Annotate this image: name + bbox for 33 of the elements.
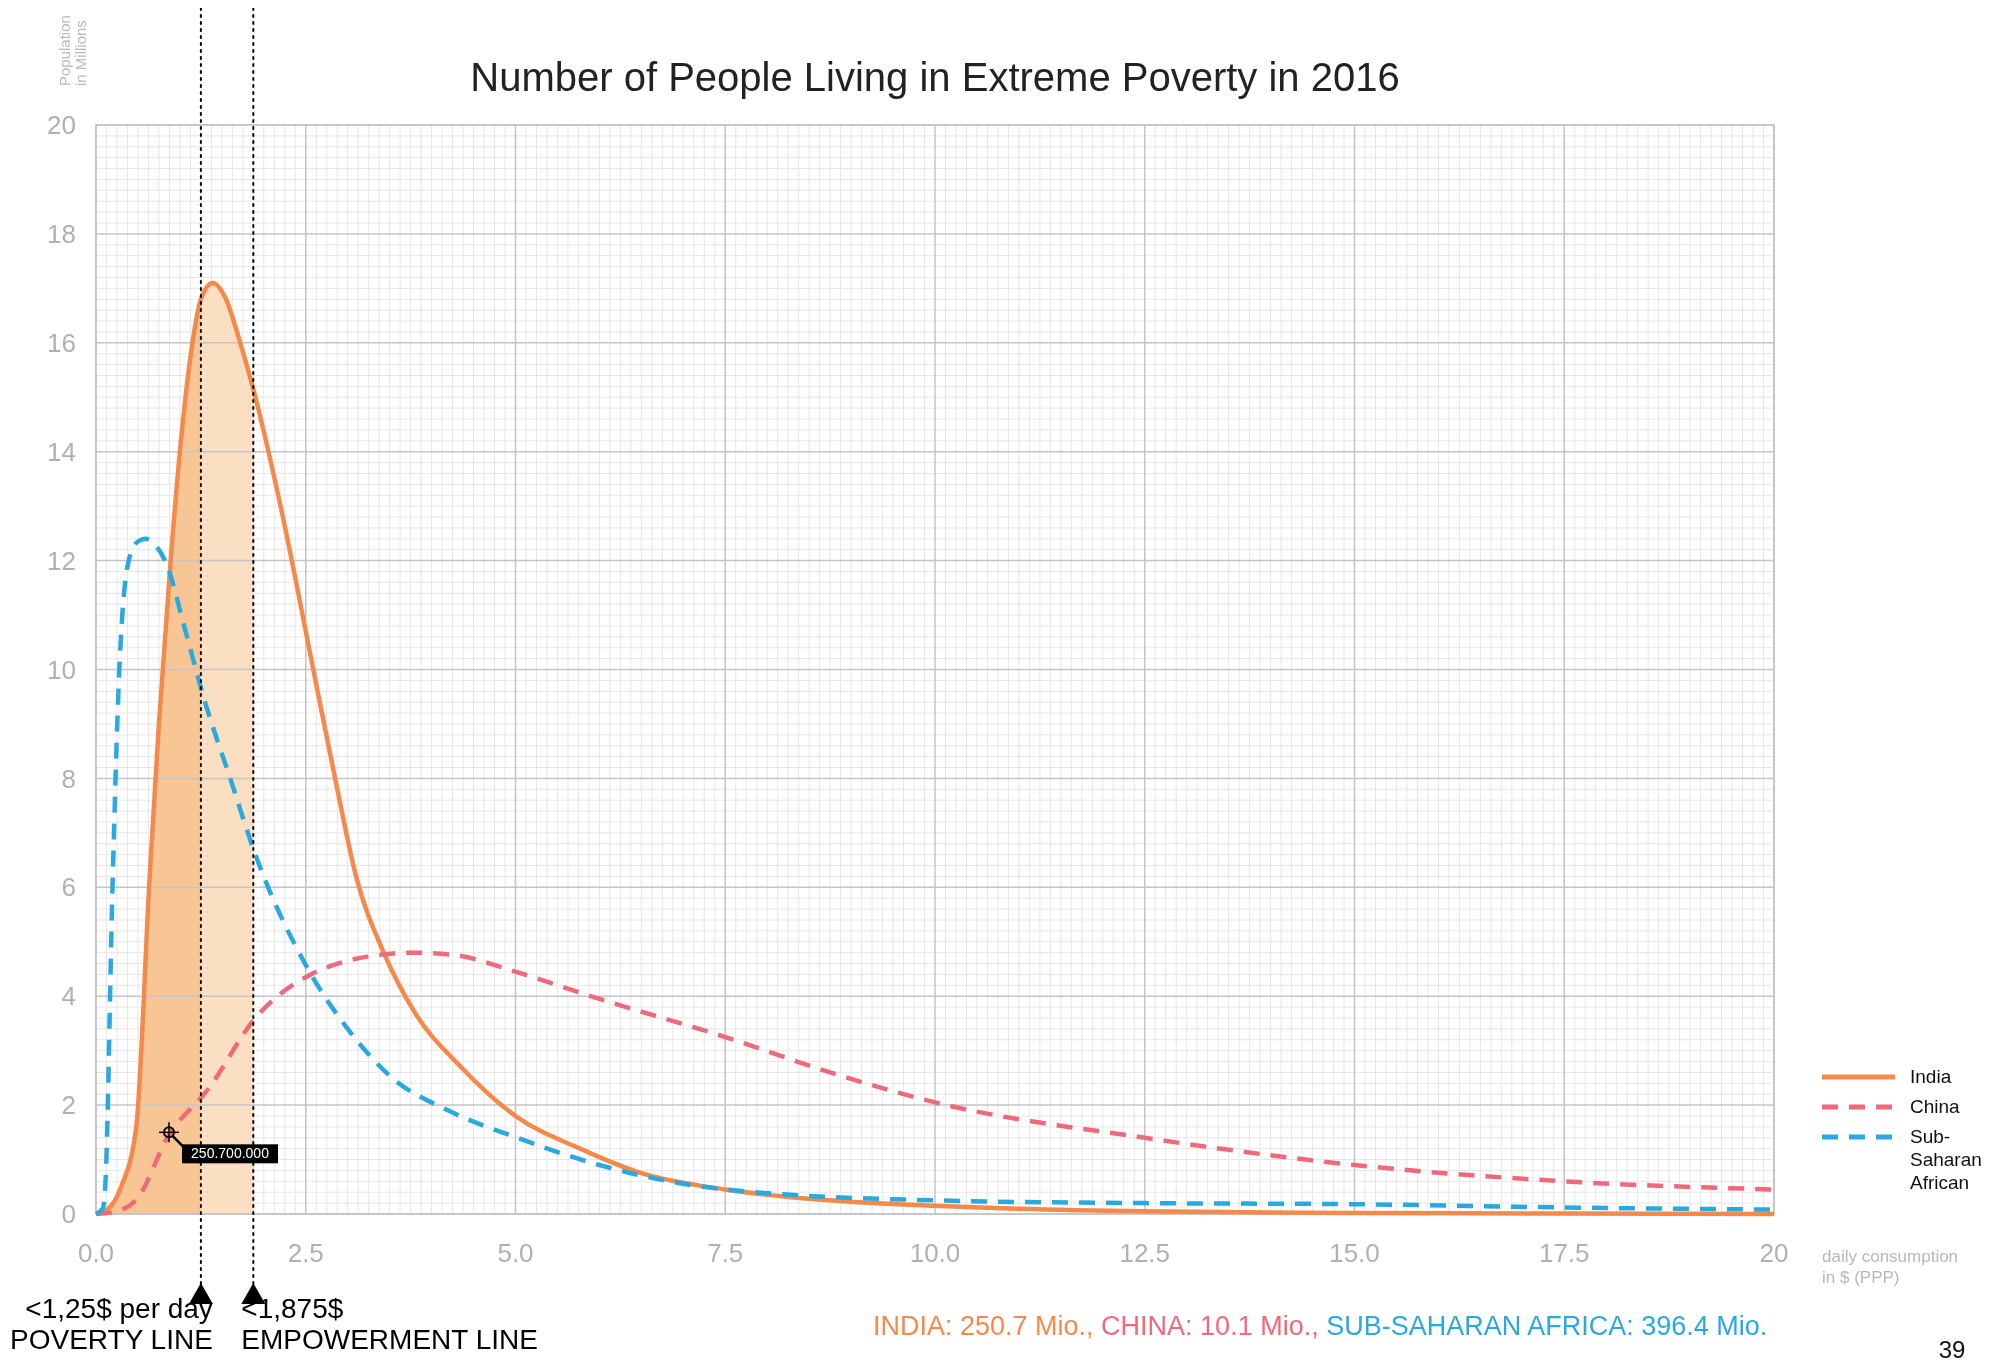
y-tick-label: 6 bbox=[61, 872, 76, 903]
x-tick-label: 5.0 bbox=[497, 1238, 534, 1268]
text: SUB-SAHARAN AFRICA: 396.4 Mio. bbox=[1318, 1311, 1768, 1341]
y-tick-label: 4 bbox=[61, 981, 76, 1012]
y-tick-label: 16 bbox=[47, 327, 76, 358]
x-axis-title: daily consumption in $ (PPP) bbox=[1822, 1247, 1959, 1287]
legend-label: India bbox=[1910, 1066, 1952, 1087]
y-tick-label: 18 bbox=[47, 219, 76, 249]
chart-title: Number of People Living in Extreme Poverty in 2016 bbox=[470, 55, 1400, 99]
x-tick-label: 7.5 bbox=[707, 1238, 744, 1268]
x-tick-label: 12.5 bbox=[1119, 1238, 1171, 1268]
x-tick-label: 15.0 bbox=[1329, 1238, 1380, 1268]
x-tick-label: 20 bbox=[1759, 1238, 1789, 1268]
ref-line-label: <1,25$ per day POVERTY LINE bbox=[10, 1293, 213, 1355]
y-tick-label: 10 bbox=[47, 654, 76, 685]
annotation: 250.700.000 bbox=[191, 1145, 270, 1162]
y-tick-label: 20 bbox=[47, 110, 76, 141]
text: 39 bbox=[1938, 1336, 1966, 1363]
legend-label: <1,875$ EMPOWERMENT LINE bbox=[241, 1293, 538, 1355]
y-tick-label: 2 bbox=[61, 1090, 76, 1121]
y-tick-label: 8 bbox=[61, 763, 76, 794]
y-tick-label: 0 bbox=[61, 1199, 76, 1230]
text: CHINA: 10.1 Mio., bbox=[1093, 1311, 1319, 1341]
y-axis-title: Population in Millions bbox=[56, 15, 89, 86]
legend-label: Sub-Saharan African bbox=[1910, 1126, 1982, 1193]
x-tick-label: 10.0 bbox=[909, 1238, 961, 1268]
text: INDIA: 250.7 Mio., bbox=[873, 1311, 1094, 1341]
x-tick-label: 0.0 bbox=[77, 1238, 115, 1268]
y-tick-label: 14 bbox=[47, 436, 76, 467]
legend-label: China bbox=[1910, 1096, 1961, 1117]
y-tick-label: 12 bbox=[47, 545, 76, 576]
x-tick-label: 17.5 bbox=[1538, 1238, 1590, 1268]
x-tick-label: 2.5 bbox=[287, 1238, 324, 1268]
